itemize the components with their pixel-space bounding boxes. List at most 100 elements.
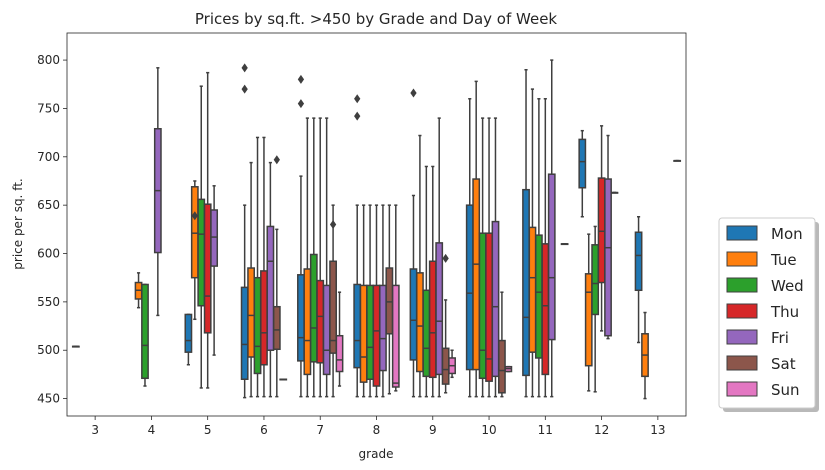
box-iqr — [353, 283, 362, 369]
box-iqr — [240, 286, 249, 380]
y-axis: 450 500 550 600 650 700 750 800 — [37, 53, 67, 406]
x-tick-label: 5 — [204, 423, 212, 437]
outlier-point — [241, 84, 248, 94]
box-iqr — [634, 231, 643, 292]
y-tick-label: 500 — [37, 343, 60, 357]
box-iqr — [309, 253, 318, 363]
box-iqr — [329, 260, 337, 354]
x-axis: 3 4 5 6 7 8 9 10 11 12 13 — [91, 416, 666, 437]
box-sun-grade-8 — [391, 204, 400, 392]
box-iqr — [297, 274, 305, 362]
box-sat-grade-12 — [610, 191, 619, 194]
box-fri-grade-10 — [491, 117, 500, 398]
box-iqr — [597, 177, 606, 284]
outlier-point — [442, 253, 449, 263]
y-tick-label: 450 — [37, 392, 60, 406]
outlier-point — [354, 94, 361, 104]
x-tick-label: 13 — [650, 423, 665, 437]
box-iqr — [478, 232, 487, 380]
box-fri-grade-4 — [153, 67, 162, 317]
box-iqr — [472, 178, 481, 371]
series-fri — [153, 59, 612, 398]
box-fri-grade-9 — [435, 117, 444, 398]
x-tick-label: 3 — [91, 423, 99, 437]
box-wed-grade-7 — [309, 117, 318, 398]
box-wed-grade-10 — [478, 117, 487, 398]
box-mon-grade-12 — [578, 129, 587, 218]
box-mon-grade-5 — [184, 313, 193, 366]
legend: Mon Tue Wed Thu Fri Sat Sun — [718, 217, 819, 412]
box-iqr — [591, 244, 600, 316]
legend-swatch-mon — [726, 225, 758, 241]
x-tick-label: 7 — [316, 423, 324, 437]
series-wed — [141, 85, 600, 398]
box-iqr — [184, 313, 193, 353]
box-iqr — [272, 305, 281, 351]
box-iqr — [604, 178, 612, 337]
box-series-group — [71, 59, 682, 400]
box-sun-grade-13 — [673, 159, 682, 162]
x-tick-label: 4 — [148, 423, 156, 437]
legend-swatch-wed — [726, 277, 758, 293]
legend-label-sat: Sat — [771, 355, 796, 373]
box-sat-grade-7 — [329, 204, 337, 398]
legend-label-tue: Tue — [770, 251, 797, 269]
box-iqr — [141, 283, 149, 380]
outlier-point — [410, 88, 417, 98]
outlier-point — [273, 155, 280, 165]
x-tick-label: 9 — [429, 423, 437, 437]
box-iqr — [385, 267, 394, 335]
box-iqr — [335, 334, 344, 373]
y-tick-label: 750 — [37, 101, 60, 115]
box-sun-grade-10 — [504, 365, 513, 373]
y-tick-label: 700 — [37, 150, 60, 164]
box-iqr — [190, 186, 199, 279]
box-fri-grade-8 — [379, 204, 387, 398]
box-iqr — [428, 260, 437, 379]
x-tick-label: 10 — [481, 423, 496, 437]
box-tue-grade-13 — [641, 311, 649, 400]
legend-swatch-sat — [726, 355, 758, 371]
box-iqr — [541, 243, 550, 376]
box-sun-grade-11 — [560, 243, 569, 246]
box-iqr — [547, 173, 556, 341]
outlier-point — [297, 74, 305, 84]
box-iqr — [416, 272, 424, 373]
y-tick-label: 550 — [37, 295, 60, 309]
box-iqr — [534, 234, 543, 359]
outlier-point — [329, 220, 337, 229]
box-iqr — [441, 347, 450, 385]
y-tick-label: 650 — [37, 198, 60, 212]
legend-label-thu: Thu — [770, 303, 799, 321]
legend-items: Mon Tue Wed Thu Fri Sat Sun — [726, 225, 804, 399]
box-iqr — [253, 276, 262, 375]
box-mon-grade-3 — [71, 345, 80, 348]
outlier-point — [191, 211, 198, 221]
box-iqr — [266, 225, 275, 351]
box-thu-grade-5 — [203, 71, 212, 389]
legend-label-mon: Mon — [771, 225, 803, 243]
box-wed-grade-4 — [141, 283, 149, 387]
box-iqr — [522, 188, 530, 377]
x-axis-label: grade — [359, 447, 394, 461]
box-sun-grade-9 — [448, 349, 456, 379]
box-thu-grade-8 — [372, 204, 381, 398]
box-sun-grade-6 — [279, 378, 288, 381]
box-iqr — [409, 268, 418, 361]
outlier-point — [297, 99, 305, 109]
y-axis-label: price per sq. ft. — [11, 178, 25, 269]
box-iqr — [528, 226, 537, 353]
legend-label-sun: Sun — [771, 381, 800, 399]
box-tue-grade-12 — [584, 233, 593, 392]
chart-title: Prices by sq.ft. >450 by Grade and Day o… — [195, 10, 558, 28]
box-iqr — [316, 279, 325, 364]
box-iqr — [435, 242, 444, 376]
box-iqr — [203, 203, 212, 334]
box-fri-grade-6 — [266, 161, 275, 398]
box-iqr — [197, 198, 206, 307]
series-mon — [71, 63, 643, 399]
box-iqr — [260, 270, 268, 366]
box-iqr — [372, 284, 381, 387]
legend-label-fri: Fri — [771, 329, 789, 347]
series-sun — [279, 159, 682, 392]
